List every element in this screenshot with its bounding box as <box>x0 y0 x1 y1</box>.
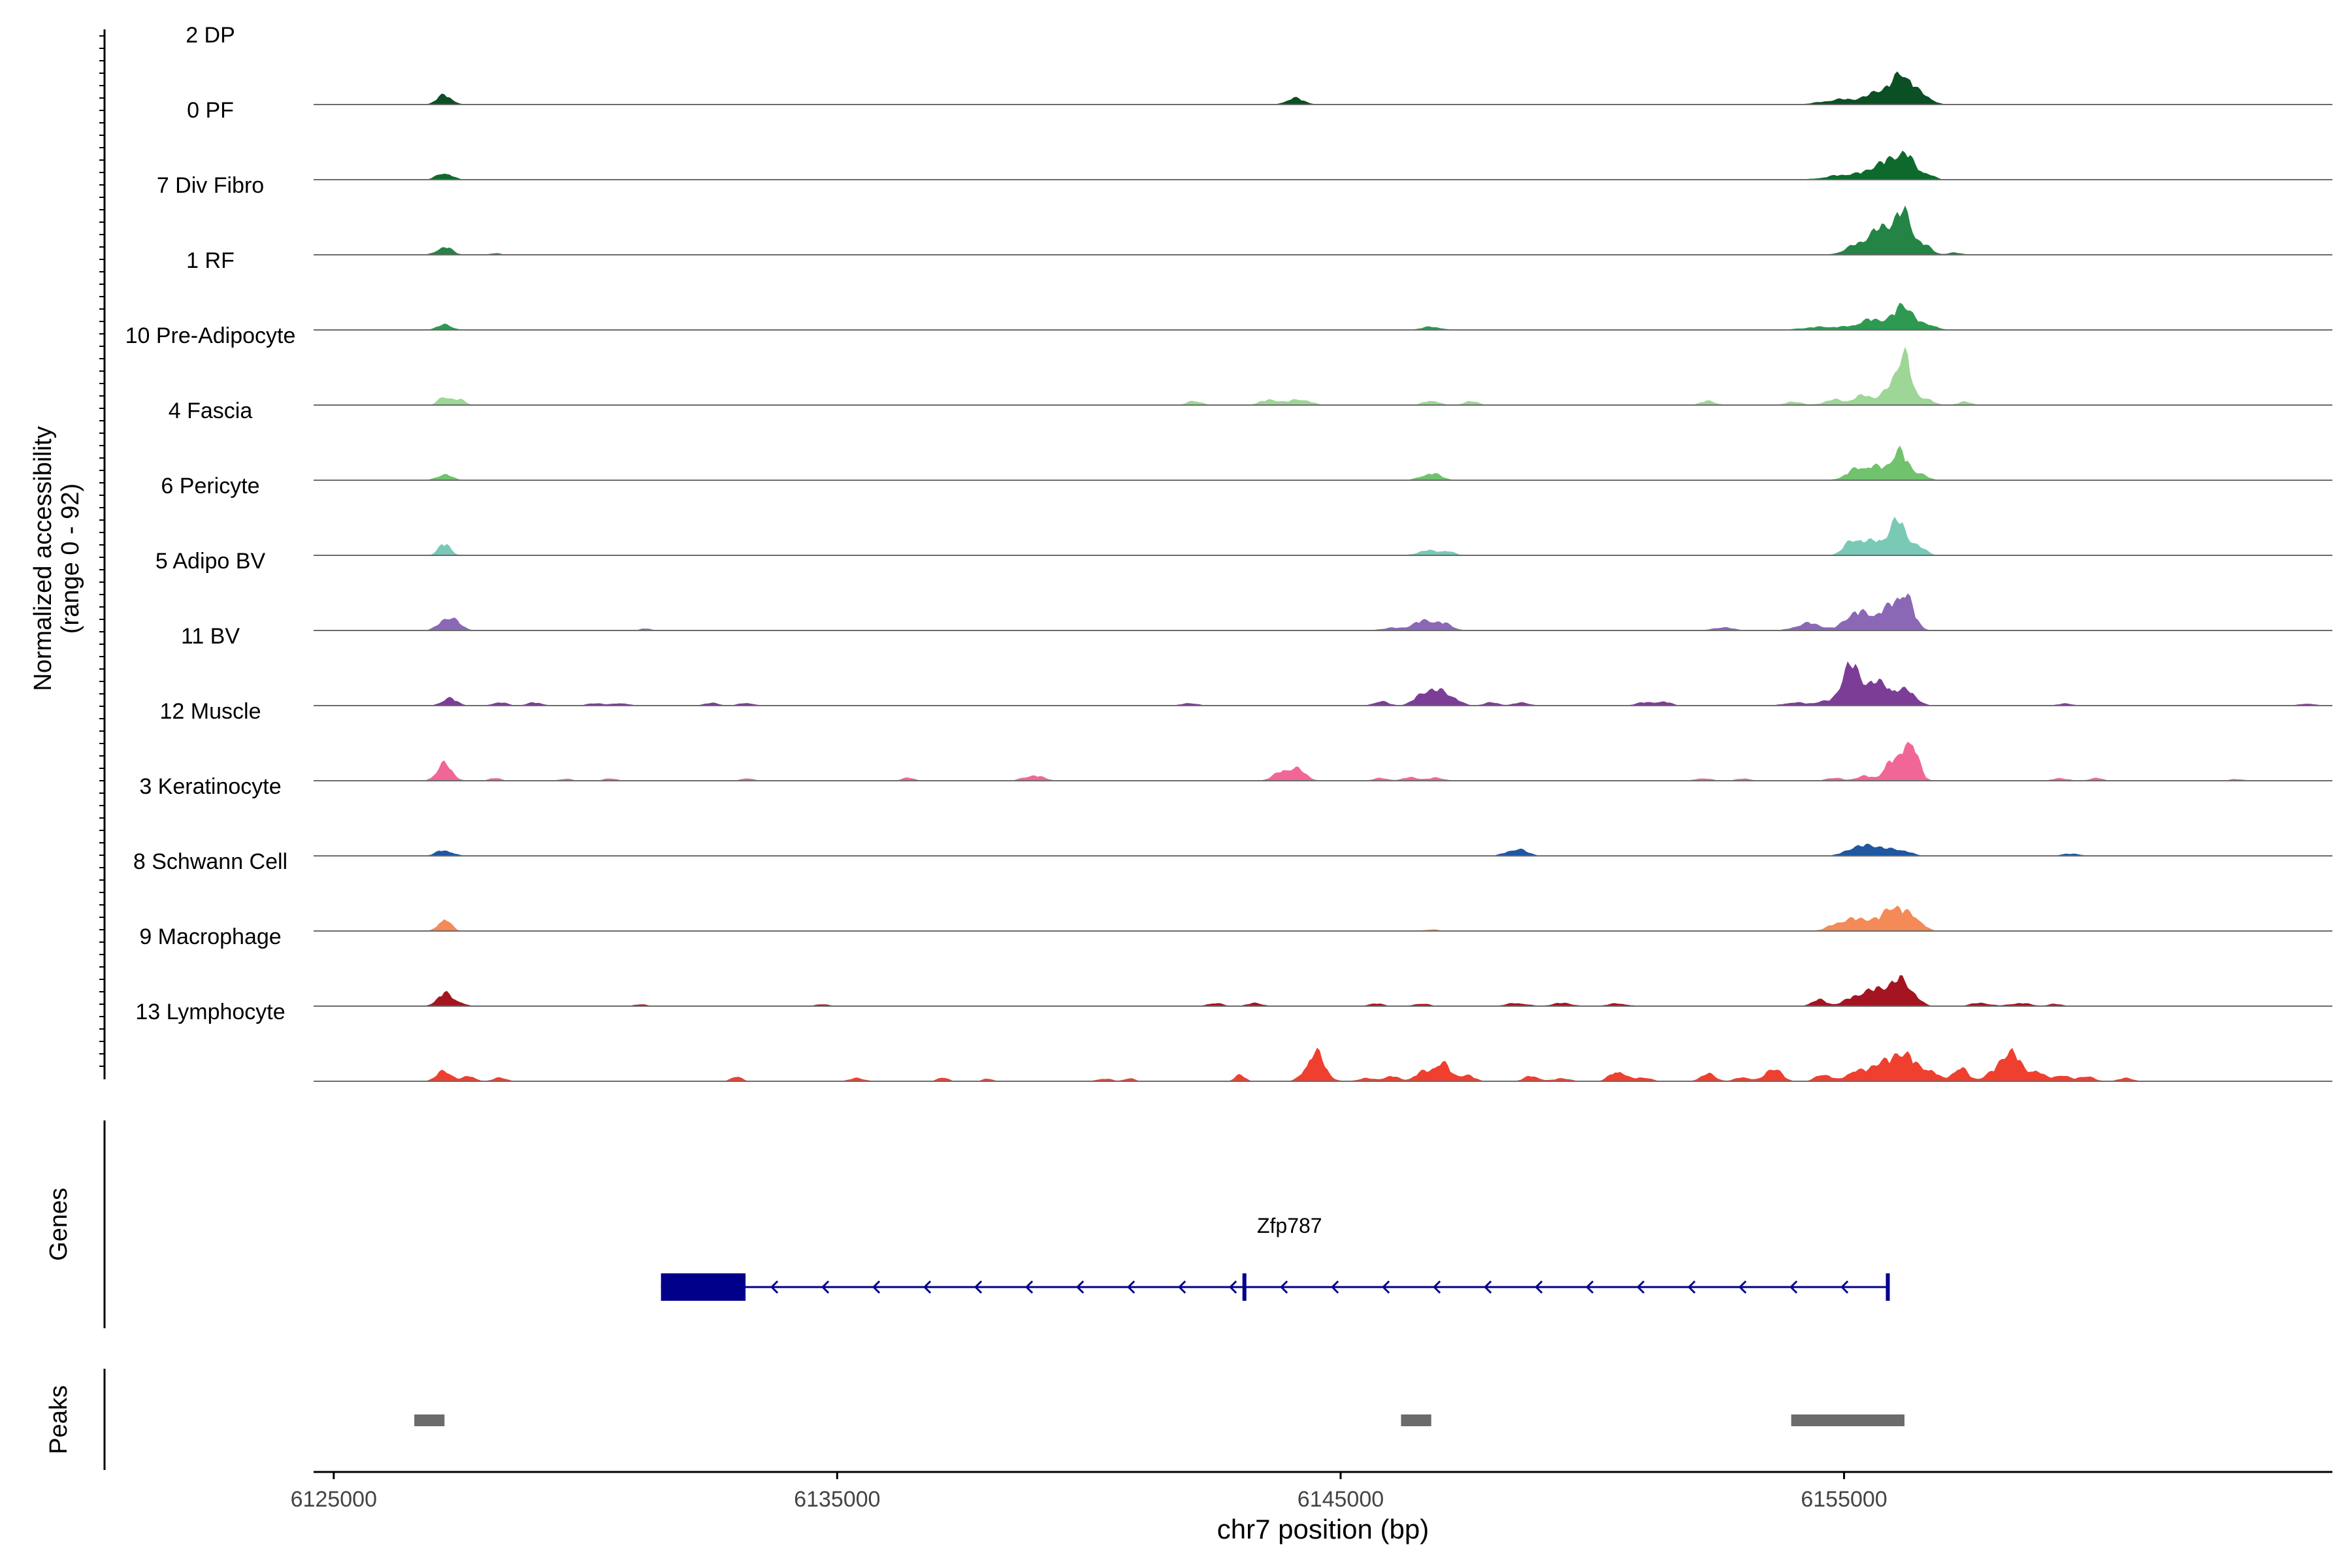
track-label: 6 Pericyte <box>161 474 259 498</box>
strand-chevron <box>770 1280 779 1294</box>
strand-chevron <box>1433 1280 1441 1294</box>
strand-chevron <box>1229 1280 1237 1294</box>
x-tick-label: 6135000 <box>794 1487 880 1512</box>
strand-chevron <box>821 1280 830 1294</box>
strand-chevron <box>1484 1280 1492 1294</box>
x-tick-label: 6125000 <box>291 1487 377 1512</box>
peaks-panel-label: Peaks <box>45 1385 73 1454</box>
gene-exon <box>661 1273 746 1301</box>
genes-panel-label: Genes <box>45 1188 73 1261</box>
track-0-pf: 0 PF <box>187 98 2332 180</box>
strand-chevron <box>1637 1280 1645 1294</box>
track-label: 9 Macrophage <box>139 924 281 949</box>
track-1-rf: 1 RF <box>186 248 2332 331</box>
track-2-dp: 2 DP <box>186 23 2332 105</box>
strand-chevron <box>1739 1280 1747 1294</box>
strand-chevron <box>1178 1280 1186 1294</box>
track-13-lymphocyte: 13 Lymphocyte <box>135 1000 2332 1082</box>
track-3-keratinocyte: 3 Keratinocyte <box>139 774 2332 857</box>
gene-name-label: Zfp787 <box>1257 1214 1322 1237</box>
strand-chevron <box>923 1280 932 1294</box>
track-5-adipo-bv: 5 Adipo BV <box>155 549 2332 631</box>
strand-chevron <box>872 1280 881 1294</box>
track-7-div-fibro: 7 Div Fibro <box>157 173 2332 255</box>
track-area <box>314 1047 2332 1081</box>
strand-chevron <box>1280 1280 1288 1294</box>
track-11-bv: 11 BV <box>181 624 2332 706</box>
gene-exon <box>1242 1273 1247 1301</box>
track-9-macrophage: 9 Macrophage <box>139 924 2332 1007</box>
track-label: 11 BV <box>181 624 240 649</box>
y-axis-ticks <box>99 35 105 1067</box>
strand-chevron <box>1688 1280 1696 1294</box>
track-label: 7 Div Fibro <box>157 173 264 198</box>
strand-chevron <box>1382 1280 1390 1294</box>
peak-region <box>1401 1414 1431 1426</box>
x-axis-label: chr7 position (bp) <box>1217 1514 1429 1544</box>
strand-chevron <box>1025 1280 1034 1294</box>
genes-panel: Genes Zfp787 <box>45 1120 1890 1328</box>
strand-chevron <box>1840 1280 1849 1294</box>
gene-exon <box>1886 1273 1890 1301</box>
peak-region <box>1791 1414 1905 1426</box>
track-label: 3 Keratinocyte <box>139 774 281 799</box>
accessibility-tracks: 2 DP 0 PF 7 Div Fibro 1 RF 10 Pre-Adipocyte 4… <box>125 23 2332 1082</box>
strand-chevron <box>1535 1280 1543 1294</box>
track-6-pericyte: 6 Pericyte <box>161 474 2332 556</box>
accessibility-y-axis <box>99 29 106 1079</box>
strand-chevron <box>1789 1280 1798 1294</box>
track-label: 5 Adipo BV <box>155 549 266 574</box>
track-label: 10 Pre-Adipocyte <box>125 323 296 348</box>
track-label: 4 Fascia <box>169 399 253 423</box>
peak-region <box>414 1414 445 1426</box>
x-tick-label: 6145000 <box>1298 1487 1384 1512</box>
y-axis-label-line2: (range 0 - 92) <box>57 483 84 634</box>
strand-chevron <box>1331 1280 1339 1294</box>
track-8-schwann-cell: 8 Schwann Cell <box>133 849 2332 932</box>
x-axis: 6125000 6135000 6145000 6155000 chr7 positi… <box>291 1471 2332 1544</box>
track-4-fascia: 4 Fascia <box>169 399 2332 481</box>
y-axis-label-line1: Normalized accessibility <box>29 426 57 691</box>
x-tick-label: 6155000 <box>1801 1487 1887 1512</box>
track-label: 8 Schwann Cell <box>133 849 287 874</box>
track-10-pre-adipocyte: 10 Pre-Adipocyte <box>125 323 2332 406</box>
track-label: 2 DP <box>186 23 235 48</box>
peaks-panel: Peaks <box>45 1369 1905 1470</box>
strand-chevron <box>1127 1280 1135 1294</box>
track-label: 1 RF <box>186 248 235 273</box>
track-12-muscle: 12 Muscle <box>160 699 2332 781</box>
track-label: 13 Lymphocyte <box>135 1000 285 1024</box>
strand-chevron <box>974 1280 983 1294</box>
gene-zfp787: Zfp787 <box>661 1214 1890 1301</box>
strand-chevron <box>1076 1280 1085 1294</box>
strand-chevron <box>1586 1280 1594 1294</box>
track-label: 12 Muscle <box>160 699 261 724</box>
track-label: 0 PF <box>187 98 234 123</box>
